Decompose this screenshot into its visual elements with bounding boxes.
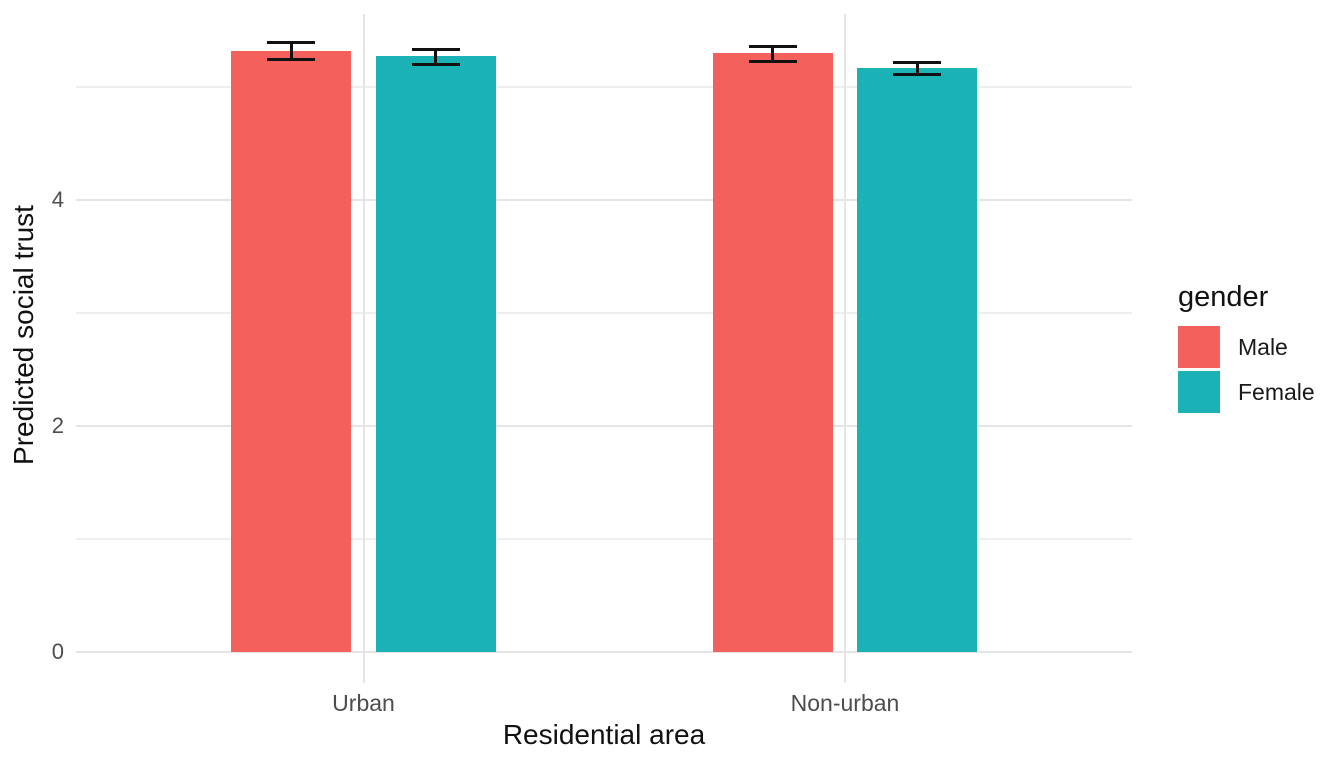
x-tick-label: Urban	[332, 690, 395, 716]
error-bar-urban-female-cap	[411, 62, 460, 66]
gridline-major	[76, 651, 1132, 653]
error-bar-non-urban-female-cap	[893, 60, 942, 64]
gridline-minor	[76, 538, 1132, 540]
bar-non-urban-female	[857, 67, 978, 652]
error-bar-urban-female-cap	[411, 48, 460, 52]
error-bar-non-urban-male-cap	[748, 59, 797, 63]
x-tick-label: Non-urban	[790, 690, 900, 716]
bar-urban-male	[231, 50, 352, 652]
legend-swatch-female	[1178, 371, 1220, 413]
y-tick-label: 2	[51, 413, 64, 438]
legend-label-female: Female	[1238, 378, 1315, 405]
gridline-major	[76, 425, 1132, 427]
x-axis-title: Residential area	[502, 719, 706, 750]
y-tick-label: 0	[51, 639, 64, 664]
y-tick-label: 4	[51, 187, 64, 212]
legend-item-female: Female	[1178, 371, 1315, 413]
gridline-minor	[76, 312, 1132, 314]
error-bar-non-urban-female-cap	[893, 73, 942, 77]
legend-title: gender	[1178, 281, 1269, 313]
bar-urban-female	[375, 56, 496, 652]
gridline-vertical	[844, 14, 846, 683]
gridline-minor	[76, 86, 1132, 88]
legend-label-male: Male	[1238, 333, 1288, 360]
bar-non-urban-male	[712, 53, 833, 652]
gridline-vertical	[362, 14, 365, 683]
error-bar-non-urban-male-stem	[771, 46, 775, 61]
legend-items: Male Female	[1178, 326, 1315, 413]
error-bar-urban-male-cap	[267, 41, 316, 45]
legend-item-male: Male	[1178, 326, 1315, 368]
error-bar-urban-female-stem	[434, 49, 438, 65]
error-bar-urban-male-cap	[267, 58, 316, 62]
error-bar-non-urban-male-cap	[748, 44, 797, 48]
gridline-major	[76, 199, 1132, 201]
error-bar-urban-male-stem	[289, 42, 293, 60]
error-bar-non-urban-female-stem	[915, 62, 919, 75]
legend-swatch-male	[1178, 326, 1220, 368]
legend: gender Male Female	[1178, 281, 1315, 416]
